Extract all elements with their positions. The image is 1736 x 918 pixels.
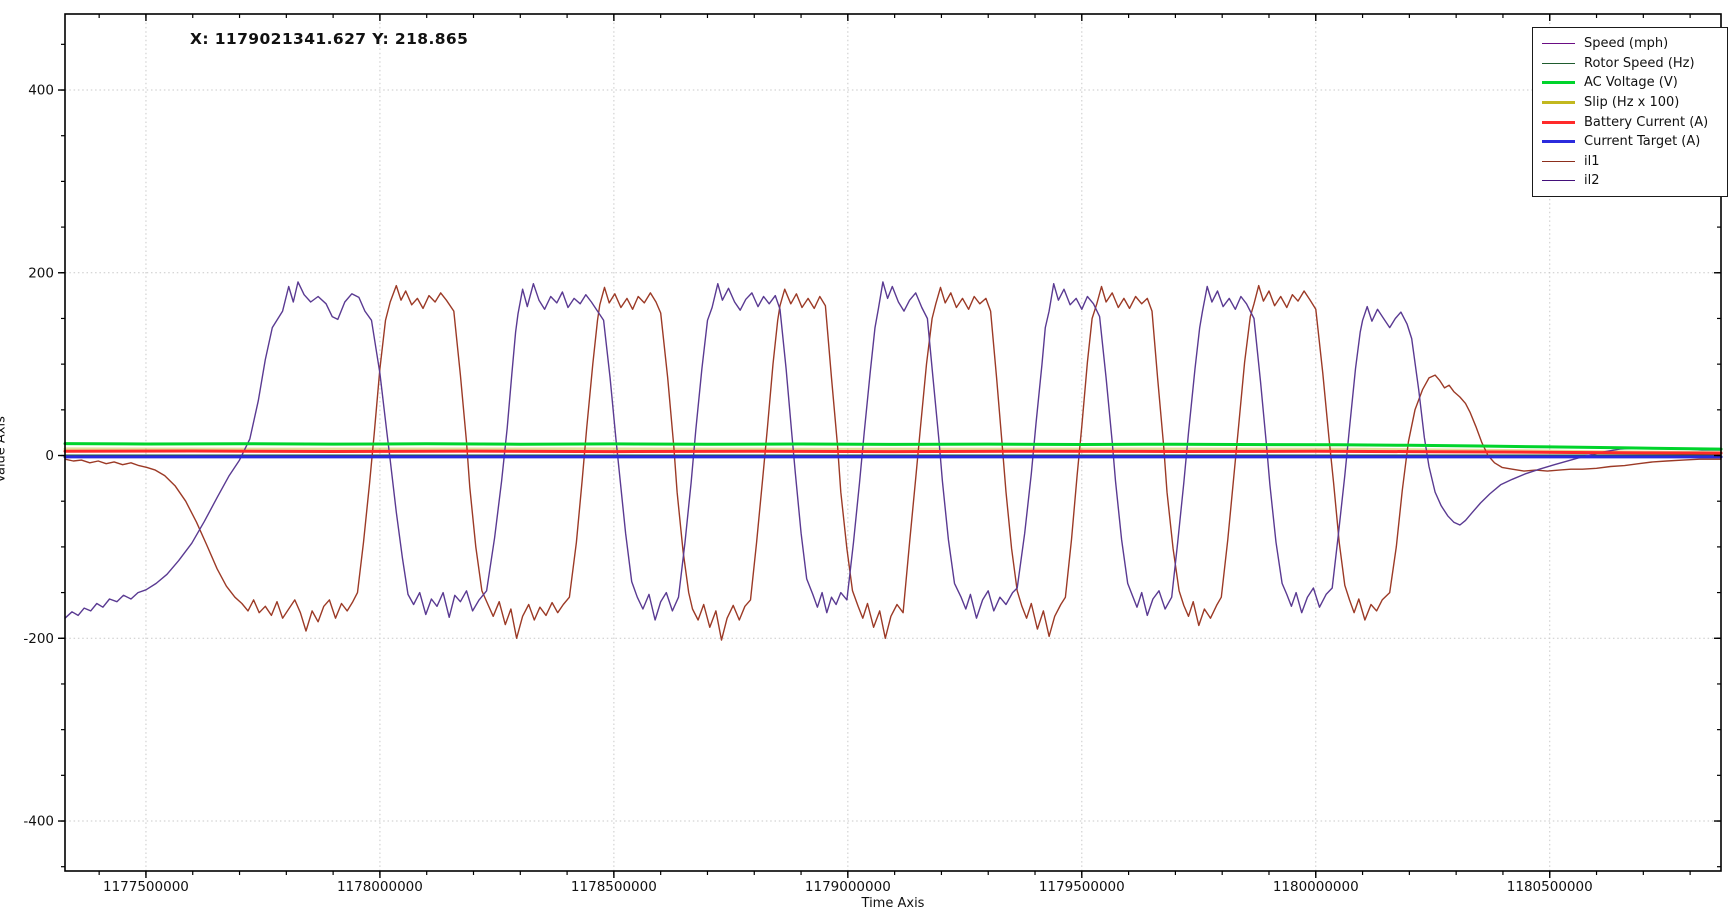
- legend-line-sample: [1542, 81, 1575, 85]
- legend-item-battery-current-a-[interactable]: Battery Current (A): [1533, 112, 1727, 132]
- legend-item-rotor-speed-hz-[interactable]: Rotor Speed (Hz): [1533, 54, 1727, 74]
- legend-label: Current Target (A): [1584, 134, 1701, 150]
- legend-item-il2[interactable]: il2: [1533, 171, 1727, 191]
- legend-label: Slip (Hz x 100): [1584, 95, 1680, 111]
- series-il1: [64, 284, 1722, 641]
- x-tick-label: 1178000000: [337, 879, 423, 895]
- legend-item-current-target-a-[interactable]: Current Target (A): [1533, 132, 1727, 152]
- legend-line-sample: [1542, 101, 1575, 105]
- legend-line-sample: [1542, 180, 1575, 182]
- legend-label: Battery Current (A): [1584, 114, 1709, 130]
- y-tick-label: -200: [23, 631, 54, 647]
- y-tick-label: 200: [28, 265, 54, 281]
- x-tick-label: 1179500000: [1039, 879, 1125, 895]
- cursor-readout: X: 1179021341.627 Y: 218.865: [190, 30, 469, 48]
- series-ac-voltage-v-: [63, 442, 1723, 451]
- series-il2: [64, 281, 1722, 621]
- series-battery-current-a-: [63, 449, 1723, 455]
- legend-label: AC Voltage (V): [1584, 75, 1678, 91]
- legend-line-sample: [1542, 160, 1575, 162]
- x-tick-label: 1180500000: [1507, 879, 1593, 895]
- legend-line-sample: [1542, 43, 1575, 45]
- legend-item-slip-hz-x-100-[interactable]: Slip (Hz x 100): [1533, 93, 1727, 113]
- plot-border: [64, 13, 1722, 872]
- y-tick-label: 0: [45, 448, 54, 464]
- y-axis-title: Value Axis: [0, 416, 9, 483]
- x-tick-label: 1177500000: [103, 879, 189, 895]
- legend-line-sample: [1542, 140, 1575, 144]
- legend-label: il2: [1584, 173, 1600, 189]
- legend-item-ac-voltage-v-[interactable]: AC Voltage (V): [1533, 73, 1727, 93]
- legend-item-il1[interactable]: il1: [1533, 152, 1727, 172]
- y-tick-label: 400: [28, 83, 54, 99]
- legend[interactable]: Speed (mph) Rotor Speed (Hz) AC Voltage (V…: [1532, 27, 1728, 197]
- legend-line-sample: [1542, 62, 1575, 64]
- legend-line-sample: [1542, 120, 1575, 124]
- legend-label: il1: [1584, 153, 1600, 169]
- x-tick-label: 1178500000: [571, 879, 657, 895]
- legend-label: Speed (mph): [1584, 36, 1669, 52]
- legend-item-speed-mph-[interactable]: Speed (mph): [1533, 34, 1727, 54]
- x-tick-label: 1179000000: [805, 879, 891, 895]
- x-tick-label: 1180000000: [1273, 879, 1359, 895]
- legend-label: Rotor Speed (Hz): [1584, 55, 1695, 71]
- x-axis-title: Time Axis: [861, 896, 925, 911]
- y-tick-label: -400: [23, 814, 54, 830]
